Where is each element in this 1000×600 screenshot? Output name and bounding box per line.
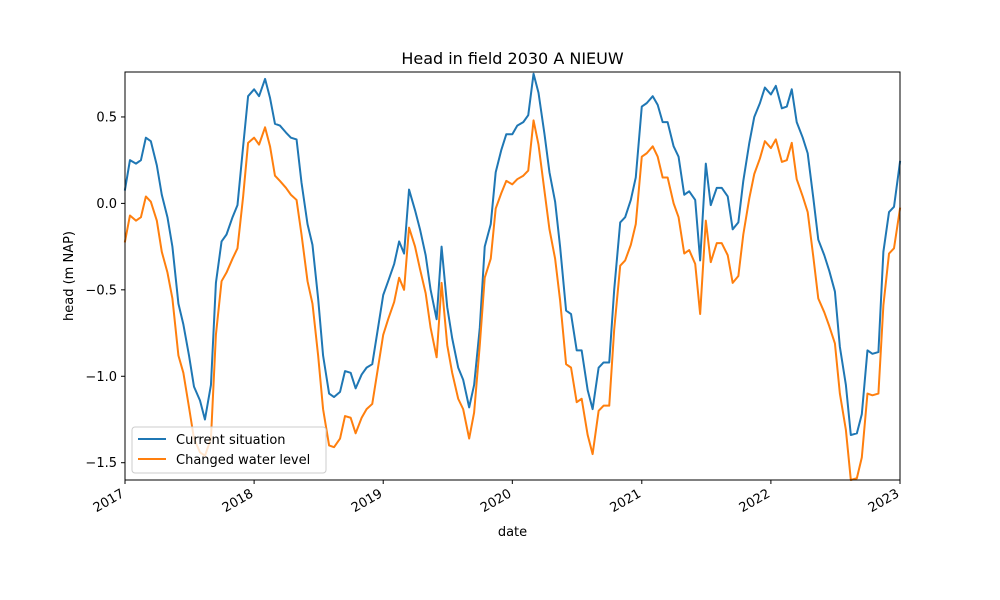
- y-tick-label: −1.0: [85, 370, 117, 385]
- y-tick-label: 0.0: [96, 197, 117, 212]
- series-layer: [123, 72, 902, 481]
- y-tick-label: −1.5: [85, 456, 117, 471]
- legend-box: [131, 426, 327, 474]
- y-tick-label: 0.5: [96, 110, 117, 125]
- legend: Current situation Changed water level: [131, 426, 327, 474]
- legend-label-changed-water-level: Changed water level: [176, 453, 310, 468]
- x-axis-label: date: [498, 525, 527, 540]
- series-line-changed-water-level: [123, 119, 902, 481]
- chart-title: Head in field 2030 A NIEUW: [401, 49, 624, 68]
- y-axis: 0.5 0.0 −0.5 −1.0 −1.5: [85, 110, 125, 471]
- y-axis-label: head (m NAP): [62, 231, 77, 321]
- y-tick-label: −0.5: [85, 283, 117, 298]
- legend-label-current-situation: Current situation: [176, 433, 286, 448]
- series-line-current-situation: [123, 72, 902, 437]
